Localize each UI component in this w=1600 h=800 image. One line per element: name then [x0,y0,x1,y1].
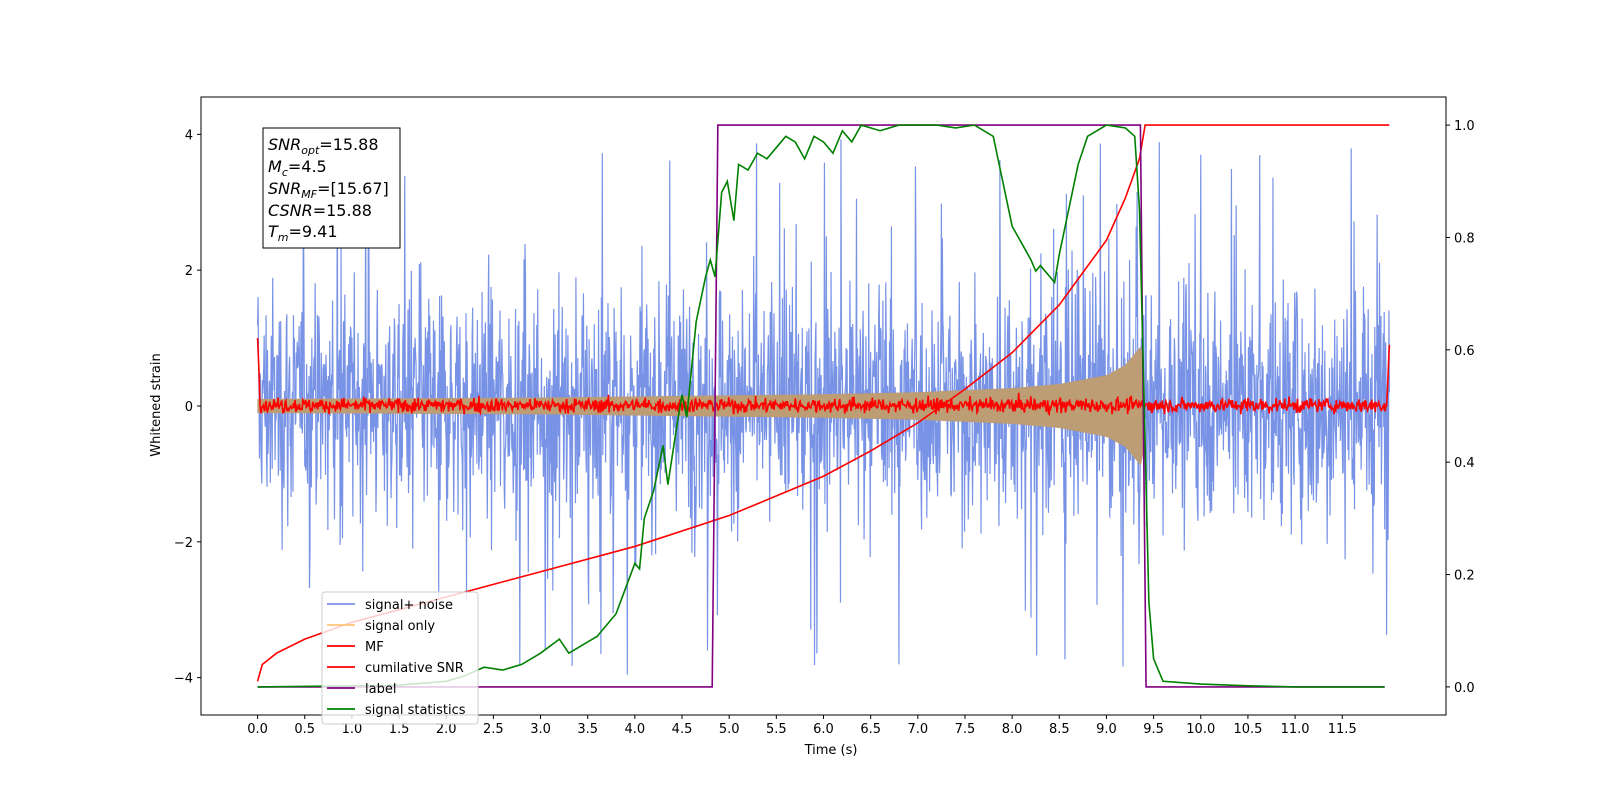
legend-signal-noise: signal+ noise [327,598,453,613]
y2-tick-label: 0.8 [1454,231,1475,246]
y-tick-label: 2 [185,264,193,279]
x-tick-label: 10.0 [1186,722,1215,737]
y-tick-label: 4 [185,128,193,143]
x-tick-label: 0.5 [294,722,315,737]
info-box-frame [262,127,401,249]
y-tick-label: −2 [174,536,193,551]
info-tm: Tm=9.41 [268,222,338,244]
series-signal-statistics [257,124,1385,688]
x-tick-label: 4.0 [625,722,646,737]
x-tick-label: 7.5 [955,722,976,737]
x-tick-label: 4.5 [672,722,693,737]
legend-signal-only: signal only [327,619,435,634]
x-tick-label: 3.5 [577,722,598,737]
legend-label: label [365,682,396,697]
y2-tick-label: 0.0 [1454,681,1475,696]
x-tick-label: 5.5 [766,722,787,737]
y2-tick-label: 0.4 [1454,456,1475,471]
legend-frame [321,591,479,725]
x-tick-label: 0.0 [247,722,268,737]
info-box: SNRopt=15.88 Mc=4.5 SNRMF=[15.67] CSNR=1… [262,127,401,249]
y-tick-label: −4 [174,672,193,687]
series-cumulative-snr [256,124,1390,682]
x-tick-label: 8.5 [1049,722,1070,737]
series-signal-noise [256,139,1391,675]
x-tick-label: 9.0 [1096,722,1117,737]
legend-label: MF [365,640,384,655]
legend-label: signal+ noise [365,598,453,613]
plot-area [256,124,1391,688]
y2-tick-label: 1.0 [1454,119,1475,134]
info-mc: Mc=4.5 [268,157,327,179]
legend-label: cumilative SNR [365,661,464,676]
axes: 0.0 0.5 1.0 1.5 2.0 2.5 3.0 3.5 4.0 4.5 5.0 5.5 6.0 6… [174,96,1475,737]
x-tick-label: 2.5 [483,722,504,737]
y2-tick-label: 0.6 [1454,344,1475,359]
x-axis-label: Time (s) [804,743,858,758]
x-tick-label: 1.5 [389,722,410,737]
x-tick-label: 9.5 [1143,722,1164,737]
x-tick-label: 8.0 [1002,722,1023,737]
y-axis-label: Whitened strain [149,353,164,456]
x-tick-label: 1.0 [342,722,363,737]
y-tick-label: 0 [185,400,193,415]
legend-label: signal only [365,619,435,634]
legend: signal+ noise signal only MF cumilative SNR… [321,591,479,725]
x-tick-label: 7.0 [907,722,928,737]
info-csnr: CSNR=15.88 [268,201,372,220]
series-mf [256,338,1391,417]
info-snr-opt: SNRopt=15.88 [268,135,379,157]
x-tick-label: 2.0 [436,722,457,737]
info-snr-mf: SNRMF=[15.67] [268,179,389,201]
legend-mf: MF [327,640,384,655]
legend-label: signal statistics [365,703,466,718]
x-tick-label: 11.0 [1281,722,1310,737]
legend-cumulative-snr: cumilative SNR [327,661,464,676]
legend-label: label [327,682,396,697]
x-tick-label: 10.5 [1233,722,1262,737]
x-tick-label: 3.0 [530,722,551,737]
x-tick-label: 6.5 [860,722,881,737]
legend-signal-statistics: signal statistics [327,703,466,718]
x-tick-label: 5.0 [719,722,740,737]
y2-tick-label: 0.2 [1454,569,1475,584]
x-tick-label: 6.0 [813,722,834,737]
x-tick-label: 11.5 [1328,722,1357,737]
